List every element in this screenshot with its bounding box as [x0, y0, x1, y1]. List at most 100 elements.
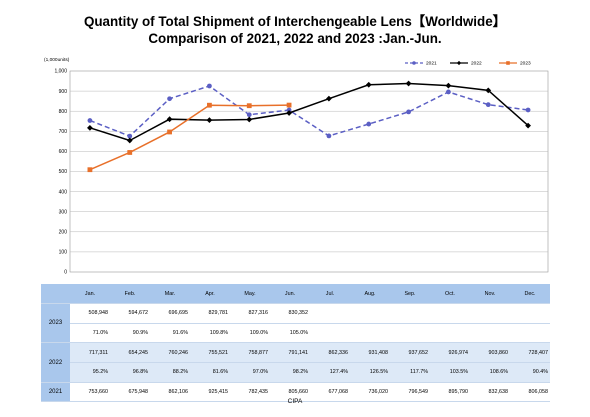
- data-point-2022: [485, 87, 492, 94]
- line-chart: 0 100 200 300 400 500 600 700 800 900 1,000 (1,000u…: [44, 57, 549, 276]
- table-value-cell: [430, 303, 470, 324]
- data-point-2021: [207, 83, 212, 89]
- data-point-2022: [525, 122, 531, 129]
- table-value-cell: [510, 303, 550, 324]
- table-percent-cell: 103.5%: [430, 362, 470, 383]
- data-point-2021: [167, 96, 172, 102]
- table-percent-cell: 71.0%: [70, 323, 110, 344]
- table-value-cell: 791,141: [270, 342, 310, 364]
- table-value-cell: 806,058: [510, 382, 550, 403]
- data-point-2022: [445, 82, 452, 89]
- table-value-cell: 827,316: [230, 303, 270, 324]
- table-month-header: Oct.: [430, 284, 470, 304]
- table-year-label: 2022: [41, 342, 70, 383]
- chart-title: Quantity of Total Shipment of Intercheng…: [0, 13, 590, 47]
- table-value-cell: 830,352: [270, 303, 310, 324]
- table-value-cell: 782,435: [230, 382, 270, 403]
- table-value-cell: 755,521: [190, 342, 230, 364]
- data-point-2023: [87, 167, 93, 173]
- data-table: Jan. Feb. Mar. Apr. May. Jun. Jul. Aug. Sep. Oct.…: [41, 284, 550, 403]
- table-month-header: Aug.: [350, 284, 390, 304]
- table-month-header: Jul.: [310, 284, 350, 304]
- data-point-2021: [246, 112, 252, 118]
- data-point-2021: [127, 133, 133, 139]
- table-corner-cell: [41, 284, 70, 304]
- y-tick-label: 700: [59, 129, 68, 135]
- table-percent-cell: 91.6%: [150, 323, 190, 344]
- table-percent-cell: 90.9%: [110, 323, 150, 344]
- table-value-cell: 796,549: [390, 382, 430, 403]
- legend-label-2022: 2022: [471, 61, 482, 67]
- series-line-2023: [89, 104, 290, 171]
- series-line-2022: [89, 82, 529, 142]
- legend-marker-2022: [456, 60, 462, 66]
- table-value-cell: 717,311: [70, 342, 110, 364]
- table-value-cell: 832,638: [470, 382, 510, 403]
- table-percent-cell: [310, 323, 350, 344]
- data-point-2021: [525, 107, 531, 113]
- table-percent-cell: 109.0%: [230, 323, 270, 344]
- table-month-header: Feb.: [110, 284, 150, 304]
- y-tick-label: 900: [59, 89, 68, 95]
- source-footer: CIPA: [287, 398, 303, 405]
- legend-marker-2023: [506, 61, 510, 65]
- table-value-cell: 677,068: [310, 382, 350, 403]
- y-tick-label: 100: [59, 250, 68, 256]
- legend-marker-2021: [412, 61, 416, 65]
- table-percent-cell: 127.4%: [310, 362, 350, 383]
- data-point-2022: [87, 124, 93, 131]
- table-row: 95.2% 96.8% 88.2% 81.6% 97.0% 98.2% 127.4% 126.…: [41, 362, 550, 383]
- y-tick-label: 500: [59, 169, 68, 175]
- data-point-2021: [406, 109, 411, 115]
- data-point-2021: [87, 118, 93, 123]
- data-point-2022: [286, 110, 292, 116]
- series-line-2021: [89, 85, 529, 138]
- table-value-cell: 931,408: [350, 342, 390, 364]
- data-point-2022: [126, 137, 133, 144]
- table-month-header: Apr.: [190, 284, 230, 304]
- legend-label-2021: 2021: [426, 61, 437, 67]
- table-month-header: May.: [230, 284, 270, 304]
- table-value-cell: 760,246: [150, 342, 190, 364]
- table-value-cell: [350, 303, 390, 324]
- table-value-cell: 508,948: [70, 303, 110, 324]
- table-header-row: Jan. Feb. Mar. Apr. May. Jun. Jul. Aug. Sep. Oct.…: [41, 284, 550, 304]
- table-percent-cell: 105.0%: [270, 323, 310, 344]
- table-value-cell: 654,245: [110, 342, 150, 364]
- table-row: 2022 717,311 654,245 760,246 755,521 758,877 7…: [41, 342, 550, 383]
- table-percent-cell: [430, 323, 470, 344]
- y-tick-label: 200: [59, 230, 68, 236]
- data-point-2023: [207, 102, 212, 108]
- table-percent-cell: 109.8%: [190, 323, 230, 344]
- y-tick-label: 800: [59, 109, 68, 115]
- table-value-cell: 728,407: [510, 342, 550, 364]
- table-percent-cell: 117.7%: [390, 362, 430, 383]
- y-tick-label: 400: [59, 189, 68, 195]
- y-units-label: (1,000units): [44, 57, 70, 63]
- table-value-cell: 753,660: [70, 382, 110, 403]
- y-tick-label: 0: [64, 270, 67, 276]
- legend-label-2023: 2023: [520, 61, 531, 67]
- data-point-2022: [405, 80, 412, 87]
- data-point-2023: [167, 129, 172, 135]
- data-point-2021: [485, 102, 491, 108]
- table-row: 2021 753,660 675,948 862,106 925,415 782,435 8…: [41, 382, 550, 403]
- table-month-header: Jan.: [70, 284, 110, 304]
- table-value-cell: 926,974: [430, 342, 470, 364]
- data-point-2023: [286, 102, 292, 108]
- data-point-2023: [246, 103, 252, 109]
- table-percent-cell: 97.0%: [230, 362, 270, 383]
- data-point-2021: [366, 121, 372, 127]
- y-tick-label: 600: [59, 149, 68, 155]
- data-point-2021: [286, 107, 292, 113]
- table-year-label: 2023: [41, 303, 70, 344]
- data-point-2022: [365, 81, 372, 88]
- table-value-cell: 925,415: [190, 382, 230, 403]
- table-year-label: 2021: [41, 382, 70, 403]
- data-point-2021: [446, 89, 451, 95]
- table-value-cell: 937,652: [390, 342, 430, 364]
- table-month-header: Nov.: [470, 284, 510, 304]
- table-percent-cell: [390, 323, 430, 344]
- table-percent-cell: [510, 323, 550, 344]
- table-percent-cell: 88.2%: [150, 362, 190, 383]
